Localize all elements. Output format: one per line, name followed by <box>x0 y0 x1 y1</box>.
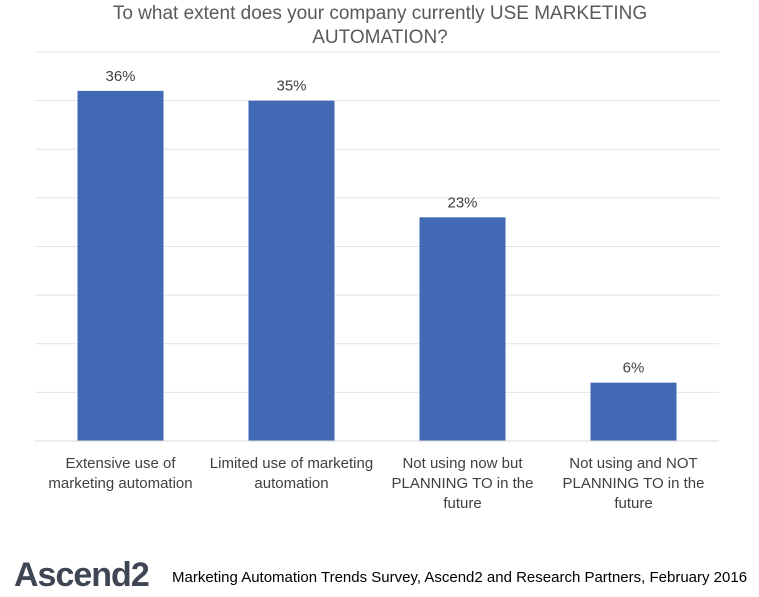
data-label-2: 35% <box>276 78 306 95</box>
chart-title: To what extent does your company current… <box>112 3 648 48</box>
category-label-planning: Not using now but PLANNING TO in the fut… <box>391 455 534 512</box>
data-label-3: 23% <box>447 194 477 211</box>
category-label-limited: Limited use of marketing automation <box>209 455 374 492</box>
bar-1 <box>77 90 164 442</box>
category-label-not-planning: Not using and NOT PLANNING TO in the fut… <box>562 455 705 512</box>
category-labels: Extensive use of marketing automation Li… <box>35 454 719 524</box>
bar-2 <box>248 100 335 441</box>
data-label-4: 6% <box>623 360 645 377</box>
category-label-extensive: Extensive use of marketing automation <box>48 455 193 492</box>
bars <box>77 90 677 442</box>
bar-3 <box>419 217 506 441</box>
bar-4 <box>590 382 677 441</box>
data-labels: 36% 35% 23% 6% <box>105 68 644 377</box>
data-label-1: 36% <box>105 68 135 85</box>
ascend2-logo: Ascend2 <box>14 556 150 594</box>
source-note: Marketing Automation Trends Survey, Asce… <box>172 569 748 586</box>
